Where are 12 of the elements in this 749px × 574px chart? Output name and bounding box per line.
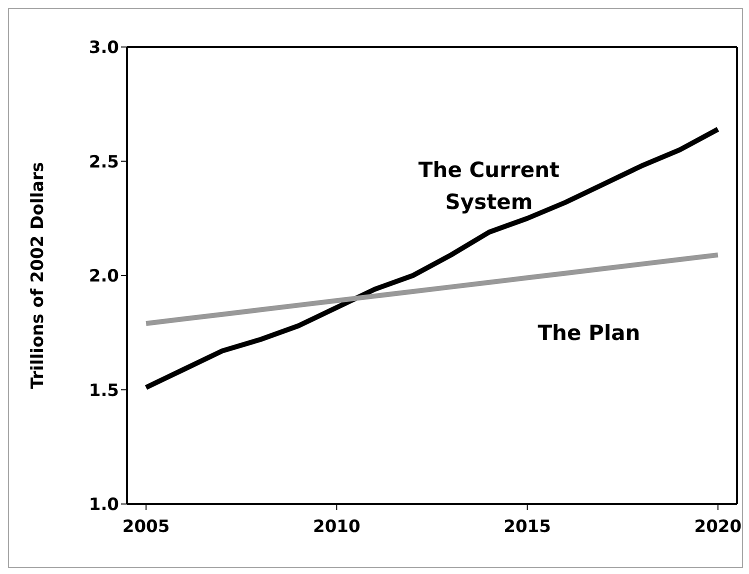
text: The Plan [536, 320, 642, 347]
x-tick-label: 2010 [313, 517, 361, 538]
y-axis-title: Trillions of 2002 Dollars [28, 162, 48, 389]
x-tick-label: 2015 [504, 517, 551, 538]
y-tick-label: 2.5 [88, 152, 119, 172]
y-tick-label: 1.5 [88, 380, 119, 401]
series-label: The Current System [417, 157, 561, 216]
y-tick-label: 2.0 [88, 266, 120, 287]
x-tick-label: 2005 [122, 517, 170, 538]
y-tick-label: 3.0 [88, 38, 120, 58]
x-tick-label: 2020 [694, 517, 742, 538]
y-tick-label: 1.0 [88, 495, 120, 516]
